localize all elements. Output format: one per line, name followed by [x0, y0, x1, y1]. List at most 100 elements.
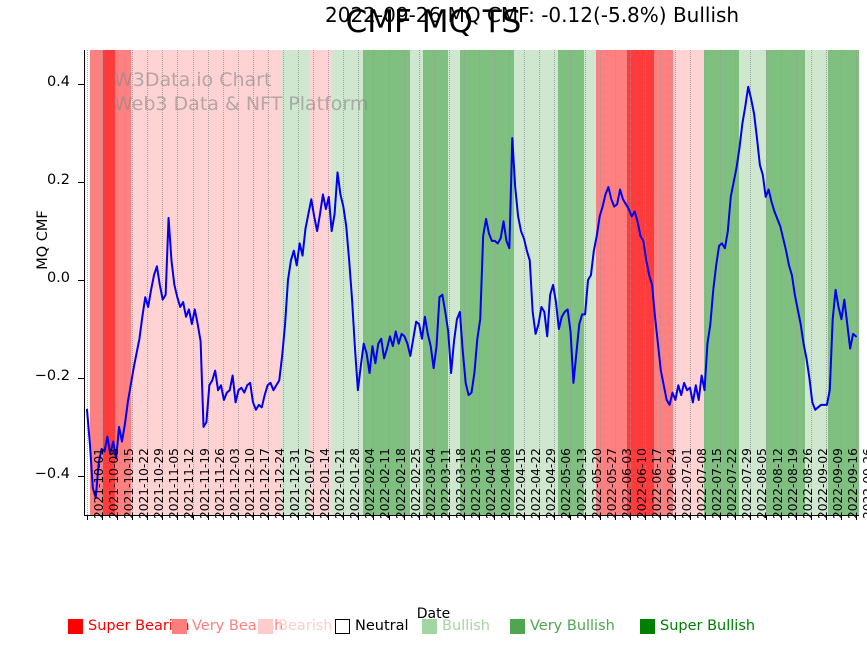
- legend-label: Bullish: [442, 618, 490, 634]
- x-tick-label: 2022-01-21: [333, 448, 348, 519]
- x-tick-label: 2022-01-07: [303, 448, 318, 519]
- legend-swatch-icon: [258, 618, 273, 634]
- gridline: [283, 50, 285, 515]
- x-tick-mark: [569, 515, 571, 520]
- x-tick-label: 2021-11-26: [212, 448, 227, 519]
- x-tick-mark: [207, 515, 209, 520]
- x-tick-mark: [222, 515, 224, 520]
- regime-band: [90, 50, 104, 515]
- x-tick-label: 2021-11-12: [182, 448, 197, 519]
- gridline: [207, 50, 209, 515]
- x-tick-mark: [358, 515, 360, 520]
- gridline: [494, 50, 496, 515]
- x-tick-label: 2021-10-15: [122, 448, 137, 519]
- gridline: [705, 50, 707, 515]
- legend-item[interactable]: Neutral: [335, 618, 409, 634]
- x-tick-label: 2022-03-18: [453, 448, 468, 519]
- y-axis-line: [84, 50, 85, 515]
- x-tick-mark: [825, 515, 827, 520]
- regime-band: [804, 50, 828, 515]
- gridline: [840, 50, 842, 515]
- gridline: [750, 50, 752, 515]
- x-tick-label: 2022-09-16: [845, 448, 860, 519]
- x-tick-mark: [388, 515, 390, 520]
- latest-value-annotation: 2022-09-26 MQ CMF: -0.12(-5.8%) Bullish: [325, 3, 740, 27]
- x-tick-mark: [509, 515, 511, 520]
- x-tick-label: 2022-04-01: [484, 448, 499, 519]
- gridline: [117, 50, 119, 515]
- gridline: [373, 50, 375, 515]
- x-tick-label: 2022-01-28: [348, 448, 363, 519]
- gridline: [810, 50, 812, 515]
- x-tick-label: 2022-09-02: [815, 448, 830, 519]
- gridline: [132, 50, 134, 515]
- x-tick-mark: [584, 515, 586, 520]
- gridline: [659, 50, 661, 515]
- x-tick-mark: [433, 515, 435, 520]
- regime-band: [409, 50, 424, 515]
- gridline: [358, 50, 360, 515]
- y-tick-mark: [78, 280, 84, 282]
- x-tick-label: 2022-08-05: [755, 448, 770, 519]
- x-tick-label: 2022-01-14: [318, 448, 333, 519]
- gridline: [177, 50, 179, 515]
- y-tick-mark: [78, 475, 84, 477]
- gridline: [388, 50, 390, 515]
- gridline: [675, 50, 677, 515]
- page-title: CMF MQ TS: [345, 4, 522, 40]
- regime-band: [115, 50, 131, 515]
- x-tick-label: 2022-08-12: [770, 448, 785, 519]
- y-tick-mark: [78, 84, 84, 86]
- y-axis-label: MQ CMF: [35, 210, 51, 270]
- x-tick-mark: [780, 515, 782, 520]
- x-tick-mark: [524, 515, 526, 520]
- x-tick-mark: [132, 515, 134, 520]
- regime-band: [308, 50, 332, 515]
- legend-item[interactable]: Bearish: [258, 618, 333, 634]
- x-tick-label: 2021-12-03: [227, 448, 242, 519]
- legend-item[interactable]: Bullish: [422, 618, 490, 634]
- legend-swatch-icon: [335, 618, 350, 634]
- gridline: [403, 50, 405, 515]
- gridline: [479, 50, 481, 515]
- plot-area: W3Data.io Chart Web3 Data & NFT Platform: [84, 50, 859, 515]
- legend-label: Very Bullish: [530, 618, 615, 634]
- gridline: [524, 50, 526, 515]
- legend-item[interactable]: Very Bullish: [510, 618, 615, 634]
- regime-band: [363, 50, 410, 515]
- gridline: [147, 50, 149, 515]
- x-tick-mark: [463, 515, 465, 520]
- x-tick-mark: [720, 515, 722, 520]
- y-tick-label: 0.0: [46, 270, 70, 287]
- x-tick-label: 2021-11-19: [197, 448, 212, 519]
- series-line-cmf: [84, 50, 859, 515]
- x-tick-label: 2022-03-25: [468, 448, 483, 519]
- x-tick-mark: [147, 515, 149, 520]
- x-tick-mark: [328, 515, 330, 520]
- regime-band: [653, 50, 673, 515]
- vertical-gridlines: [84, 50, 859, 515]
- gridline: [856, 50, 857, 515]
- x-tick-label: 2022-09-26: [861, 448, 867, 519]
- gridline: [599, 50, 601, 515]
- regime-band: [583, 50, 596, 515]
- gridline: [780, 50, 782, 515]
- regime-band: [130, 50, 282, 515]
- x-tick-label: 2022-06-24: [664, 448, 679, 519]
- gridline: [267, 50, 269, 515]
- legend-item[interactable]: Super Bearish: [68, 618, 190, 634]
- y-tick-mark: [78, 377, 84, 379]
- x-tick-label: 2022-03-11: [438, 448, 453, 519]
- legend-item[interactable]: Super Bullish: [640, 618, 755, 634]
- x-tick-label: 2022-04-08: [499, 448, 514, 519]
- regime-band: [281, 50, 309, 515]
- x-tick-mark: [795, 515, 797, 520]
- x-tick-mark: [117, 515, 119, 520]
- x-tick-mark: [479, 515, 481, 520]
- x-axis-label: Date: [416, 606, 451, 622]
- series-polyline: [87, 87, 856, 498]
- regime-band: [332, 50, 363, 515]
- regime-band: [595, 50, 627, 515]
- x-tick-mark: [750, 515, 752, 520]
- legend-swatch-icon: [510, 618, 525, 634]
